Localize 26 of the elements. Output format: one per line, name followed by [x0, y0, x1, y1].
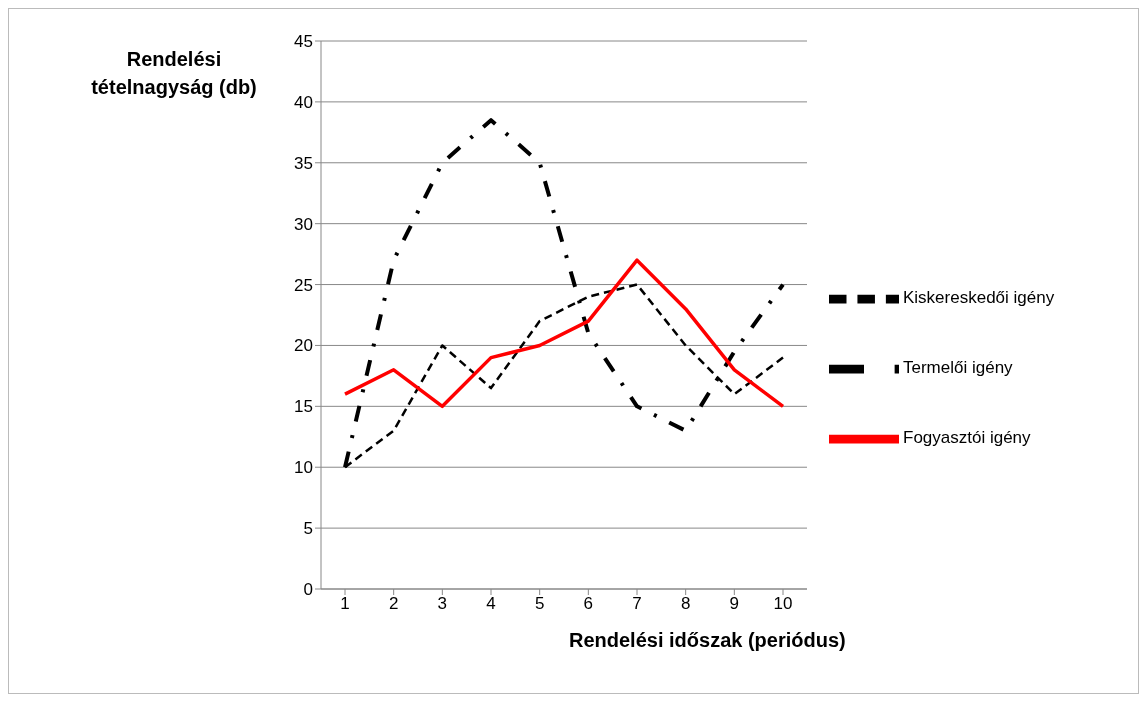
y-tick-label: 25: [294, 275, 313, 295]
x-tick-label: 5: [534, 594, 545, 614]
legend-label: Termelői igény: [903, 358, 1013, 378]
y-tick-label: 15: [294, 397, 313, 417]
legend-label: Kiskereskedői igény: [903, 288, 1055, 308]
legend-label: Fogyasztói igény: [903, 428, 1031, 448]
x-tick-label: 1: [340, 594, 350, 614]
y-tick-label: 20: [294, 336, 313, 356]
line-series: [343, 258, 785, 409]
y-tick-label: 0: [303, 580, 313, 600]
y-tick-label: 30: [294, 214, 313, 234]
x-axis-title: Rendelési időszak (periódus): [569, 629, 846, 652]
x-tick-label: 7: [632, 594, 642, 614]
y-tick-label: 45: [294, 32, 313, 52]
x-tick-label: 9: [729, 594, 740, 614]
x-tick-label: 10: [773, 594, 793, 614]
x-tick-label: 2: [388, 594, 399, 614]
y-tick-label: 10: [294, 458, 313, 478]
x-tick-label: 6: [583, 594, 594, 614]
y-tick-label: 35: [294, 153, 313, 173]
x-tick-label: 4: [486, 594, 496, 614]
y-tick-label: 40: [294, 92, 313, 112]
x-tick-label: 8: [680, 594, 691, 614]
y-axis-title: Rendelési tételnagyság (db): [90, 47, 258, 100]
x-tick-label: 3: [437, 594, 448, 614]
y-tick-label: 5: [303, 519, 313, 539]
